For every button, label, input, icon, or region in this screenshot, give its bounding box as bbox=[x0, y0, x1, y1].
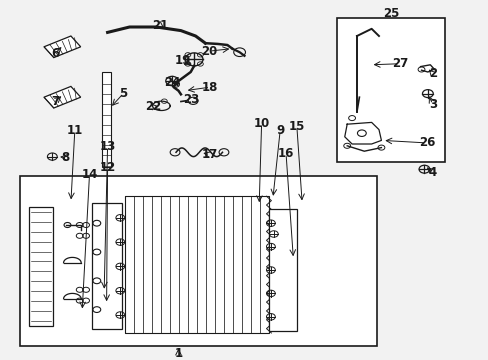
Text: 14: 14 bbox=[81, 168, 98, 181]
Text: 13: 13 bbox=[99, 140, 116, 153]
Polygon shape bbox=[44, 36, 81, 58]
Bar bbox=[268, 209, 297, 331]
Text: 15: 15 bbox=[288, 120, 305, 132]
Text: 26: 26 bbox=[418, 136, 434, 149]
Text: 12: 12 bbox=[99, 161, 116, 174]
Text: 24: 24 bbox=[163, 76, 180, 89]
Text: 27: 27 bbox=[391, 57, 407, 70]
Text: 20: 20 bbox=[201, 45, 217, 58]
Text: 11: 11 bbox=[66, 124, 83, 137]
Text: 10: 10 bbox=[253, 117, 269, 130]
Text: 4: 4 bbox=[428, 166, 436, 179]
Text: 18: 18 bbox=[202, 81, 218, 94]
Text: 9: 9 bbox=[276, 124, 284, 137]
Text: 25: 25 bbox=[382, 7, 399, 20]
Text: 8: 8 bbox=[61, 151, 69, 164]
Bar bbox=[20, 176, 376, 346]
Text: 22: 22 bbox=[144, 100, 161, 113]
Text: 23: 23 bbox=[183, 93, 200, 106]
Text: 6: 6 bbox=[51, 47, 59, 60]
Polygon shape bbox=[44, 86, 81, 108]
Bar bbox=[124, 196, 268, 333]
Text: 19: 19 bbox=[174, 54, 190, 67]
Text: 2: 2 bbox=[428, 67, 436, 80]
Text: 3: 3 bbox=[428, 98, 436, 111]
Text: 1: 1 bbox=[174, 347, 182, 360]
Text: 17: 17 bbox=[202, 148, 218, 161]
Bar bbox=[102, 72, 110, 167]
Text: 5: 5 bbox=[119, 87, 127, 100]
Bar bbox=[92, 203, 122, 329]
Text: 7: 7 bbox=[51, 95, 59, 108]
Text: 16: 16 bbox=[277, 147, 294, 160]
Bar bbox=[337, 18, 444, 162]
Bar bbox=[29, 207, 53, 326]
Text: 21: 21 bbox=[152, 19, 168, 32]
